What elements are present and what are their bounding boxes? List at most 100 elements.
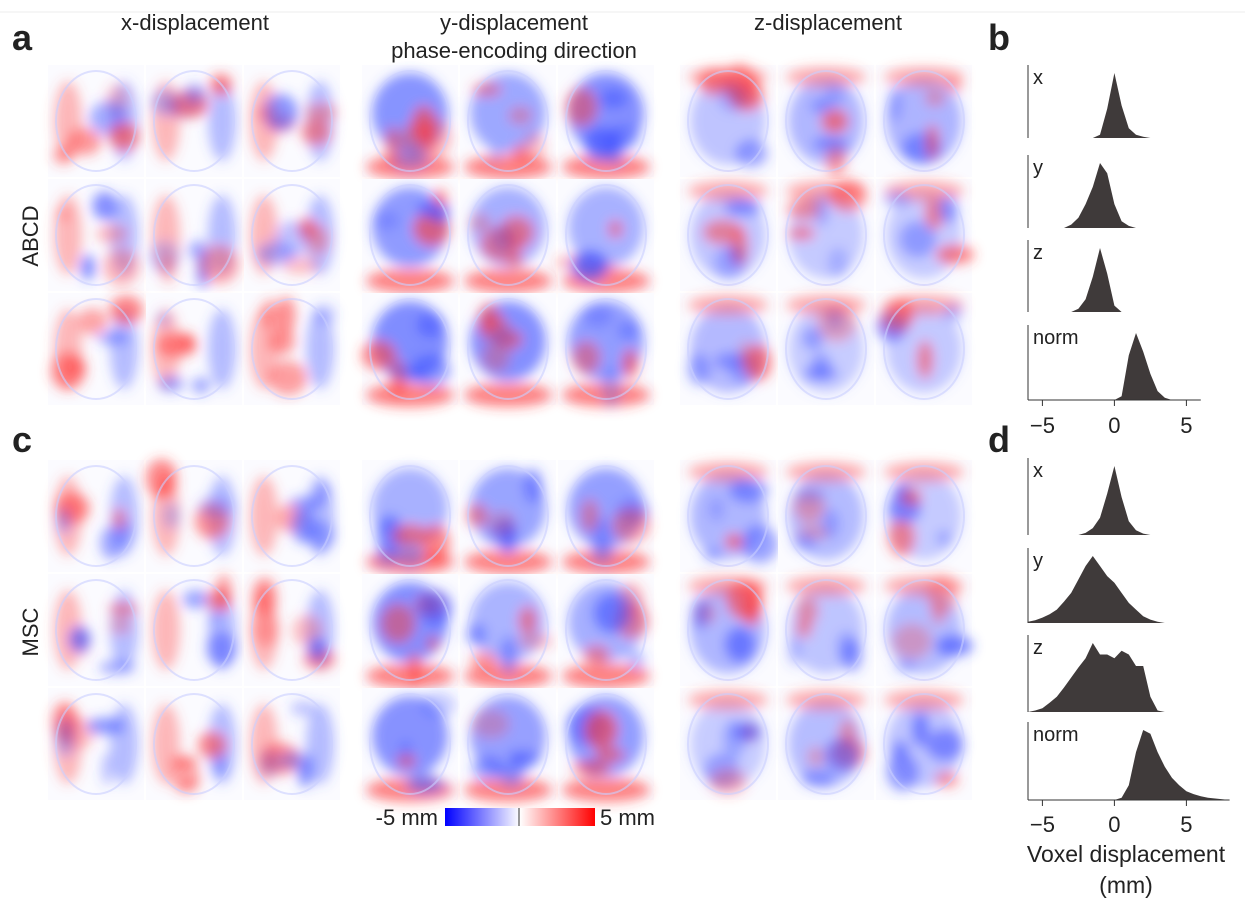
blob bbox=[618, 323, 638, 338]
blob bbox=[742, 525, 778, 563]
panel-label: b bbox=[988, 17, 1010, 58]
blob bbox=[478, 303, 499, 333]
brain-slice bbox=[244, 65, 340, 177]
blob bbox=[96, 225, 127, 244]
x-tick-label: 5 bbox=[1180, 413, 1192, 438]
brain-slice bbox=[876, 65, 972, 177]
series-label: y bbox=[1033, 550, 1043, 572]
colorbar-label: -5 mm bbox=[376, 805, 438, 830]
blob bbox=[926, 729, 963, 760]
blob bbox=[163, 502, 180, 529]
brain-slice bbox=[778, 293, 874, 405]
blob bbox=[893, 741, 907, 759]
brain-slice bbox=[555, 179, 654, 293]
column-title: y-displacement bbox=[440, 10, 588, 35]
brain-slice bbox=[680, 460, 778, 572]
brain-slice bbox=[244, 293, 340, 405]
blob bbox=[152, 590, 180, 670]
brain-slice bbox=[876, 574, 973, 686]
blob bbox=[420, 692, 456, 718]
blob bbox=[374, 211, 399, 229]
blob bbox=[723, 720, 746, 759]
blob bbox=[512, 145, 529, 163]
blob bbox=[609, 221, 622, 238]
blob bbox=[464, 383, 552, 407]
brain-slice bbox=[146, 293, 242, 405]
blob bbox=[815, 196, 829, 226]
blob bbox=[572, 761, 611, 776]
series-label: norm bbox=[1033, 724, 1079, 746]
blob bbox=[788, 227, 814, 239]
blob bbox=[519, 607, 537, 635]
blob bbox=[80, 254, 95, 280]
blob bbox=[171, 756, 197, 768]
slice-field bbox=[786, 462, 866, 560]
blob bbox=[268, 361, 307, 395]
blob bbox=[808, 747, 825, 766]
blob bbox=[703, 549, 721, 561]
brain-slice bbox=[876, 460, 972, 572]
colorbar bbox=[445, 808, 595, 826]
blob bbox=[86, 718, 125, 734]
blob bbox=[92, 192, 117, 221]
brain-slice bbox=[48, 574, 144, 686]
slice-field bbox=[786, 690, 866, 788]
blob bbox=[824, 739, 858, 773]
brain-slice bbox=[558, 688, 654, 802]
histograms: xyznorm−505xyznorm−505Voxel displacement… bbox=[1027, 65, 1230, 898]
blob bbox=[301, 119, 331, 145]
blob bbox=[101, 753, 113, 786]
blob bbox=[489, 148, 501, 164]
x-tick-label: 0 bbox=[1108, 413, 1120, 438]
brain-slice bbox=[558, 574, 654, 688]
brain-slice bbox=[680, 179, 776, 291]
brain-slice bbox=[680, 293, 776, 405]
blob bbox=[565, 88, 597, 127]
blob bbox=[408, 652, 422, 688]
blob bbox=[254, 614, 279, 647]
blob bbox=[599, 89, 627, 108]
brain-slice bbox=[778, 460, 874, 572]
blob bbox=[208, 309, 236, 389]
row-label: MSC bbox=[18, 607, 43, 656]
brain-slice bbox=[778, 688, 874, 800]
blob bbox=[811, 353, 831, 377]
brain-slice bbox=[48, 179, 144, 291]
blob bbox=[821, 109, 848, 133]
blob bbox=[572, 341, 600, 374]
brain-slice bbox=[146, 459, 242, 572]
blob bbox=[54, 195, 82, 275]
x-tick-label: 5 bbox=[1180, 812, 1192, 837]
blob bbox=[366, 269, 454, 293]
x-tick-label: −5 bbox=[1030, 812, 1055, 837]
blob bbox=[423, 525, 450, 563]
brain-slice bbox=[460, 574, 556, 688]
blob bbox=[209, 610, 224, 627]
blob bbox=[581, 499, 599, 532]
blob bbox=[703, 220, 743, 245]
brain-slice bbox=[778, 574, 874, 686]
blob bbox=[308, 638, 326, 660]
figure: a b c d x-displacement y-displacement ph… bbox=[0, 0, 1245, 898]
brain-slice bbox=[48, 293, 144, 405]
brain-slice bbox=[146, 179, 242, 291]
blob bbox=[180, 333, 194, 351]
blob bbox=[936, 636, 973, 657]
blob bbox=[397, 755, 415, 767]
blob bbox=[282, 257, 320, 275]
blob bbox=[813, 137, 849, 151]
brain-slice bbox=[876, 293, 972, 405]
blob bbox=[256, 106, 272, 120]
blob bbox=[290, 701, 315, 716]
blob bbox=[829, 180, 867, 212]
blob bbox=[470, 652, 497, 668]
brain-slice bbox=[362, 460, 458, 574]
brain-slice bbox=[244, 574, 340, 686]
slice-field bbox=[786, 576, 866, 674]
blob bbox=[623, 349, 638, 378]
blob bbox=[198, 732, 227, 759]
column-subtitle: phase-encoding direction bbox=[391, 38, 637, 63]
column-title: x-displacement bbox=[121, 10, 269, 35]
blob bbox=[709, 497, 724, 521]
blob bbox=[936, 245, 974, 264]
